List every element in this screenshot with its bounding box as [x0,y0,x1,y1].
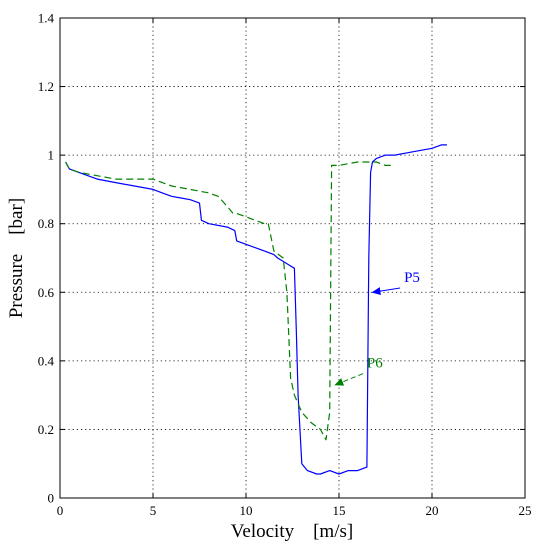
y-tick-label: 0.8 [38,216,54,231]
y-tick-label: 1 [48,148,55,163]
annotation-arrow-p6 [334,373,364,386]
annotation-arrow-p5 [371,287,401,296]
x-tick-label: 0 [57,503,64,518]
series-layer [65,144,447,475]
series-line-p5 [65,144,447,475]
annotation-label-p6: P6 [367,356,383,372]
x-axis-label: Velocity [m/s] [231,521,353,542]
plot-frame [59,17,526,499]
plot-background [60,18,525,498]
y-tick-label: 1.2 [38,79,54,94]
series-line-p6 [65,161,395,441]
y-tick-label: 0.2 [38,422,54,437]
x-tick-label: 20 [426,503,439,518]
x-tick-label: 10 [240,503,253,518]
grid-lines [60,18,525,498]
annotation-layer: P5 P6 [334,270,420,386]
x-tick-label: 15 [333,503,346,518]
x-tick-label: 5 [150,503,157,518]
annotation-label-p5: P5 [404,270,420,286]
y-tick-label: 0 [48,491,55,506]
axis-ticks: 0 5 10 15 20 25 0 0.2 0.4 0.6 0.8 1 1.2 1.4 [38,11,532,519]
y-tick-label: 0.4 [38,353,55,368]
y-tick-label: 0.6 [38,285,55,300]
y-tick-label: 1.4 [38,11,55,26]
y-axis-label: Pressure [bar] [6,198,27,318]
x-tick-label: 25 [519,503,532,518]
